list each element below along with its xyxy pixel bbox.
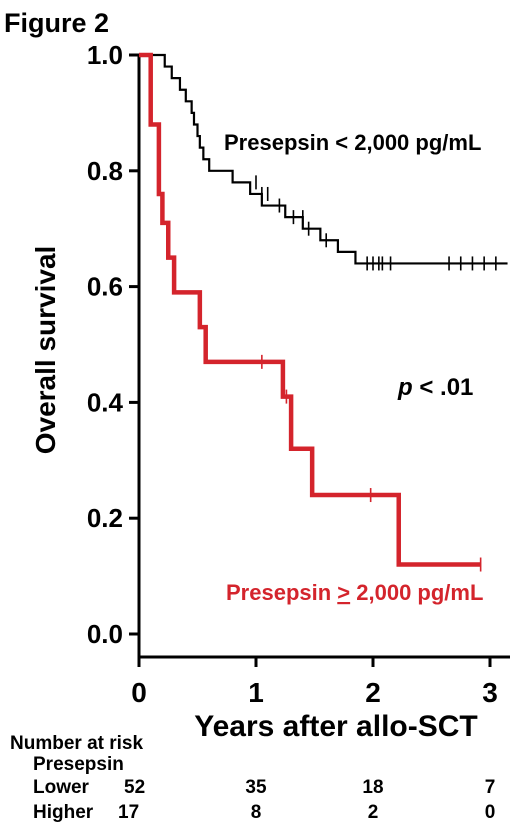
risk-cell: 35 — [245, 777, 267, 798]
y-axis-label: Overall survival — [30, 246, 61, 455]
y-axis-ticks: 0.0 0.2 0.4 0.6 0.8 1.0 — [87, 40, 139, 649]
y-tick-label: 0.0 — [87, 619, 123, 649]
risk-table-subtitle: Presepsin — [33, 754, 124, 775]
p-symbol: p — [397, 374, 413, 401]
y-tick-label: 0.8 — [87, 156, 123, 186]
x-tick-label: 3 — [482, 677, 498, 708]
legend-higher-prefix: Presepsin — [226, 580, 337, 605]
risk-table-rows: Lower 52 35 18 7 Higher 17 8 2 0 — [33, 777, 495, 823]
x-tick-label: 0 — [131, 677, 147, 708]
figure-label: Figure 2 — [4, 8, 109, 38]
y-tick-label: 1.0 — [87, 40, 123, 70]
legend-higher-sign: > — [337, 580, 350, 605]
risk-cell: 2 — [368, 802, 379, 823]
p-value-annotation: p < .01 — [397, 374, 473, 401]
y-tick-label: 0.2 — [87, 503, 123, 533]
survival-curve-higher — [139, 52, 481, 567]
x-axis-ticks: 0 1 2 3 — [131, 657, 498, 708]
y-tick-label: 0.4 — [87, 387, 124, 417]
series-group — [139, 52, 508, 572]
risk-row-label: Lower — [33, 777, 90, 798]
risk-cell: 7 — [485, 777, 496, 798]
p-value: < .01 — [413, 374, 474, 401]
legend-higher-suffix: 2,000 pg/mL — [350, 580, 483, 605]
y-tick-label: 0.6 — [87, 272, 123, 302]
survival-curve-lower — [139, 53, 508, 265]
risk-cell: 0 — [485, 802, 496, 823]
risk-table-title: Number at risk — [10, 733, 143, 754]
legend-label-higher: Presepsin > 2,000 pg/mL — [226, 580, 483, 605]
risk-cell: 52 — [124, 777, 145, 798]
x-tick-label: 2 — [365, 677, 381, 708]
legend-label-lower: Presepsin < 2,000 pg/mL — [224, 130, 481, 155]
x-tick-label: 1 — [248, 677, 264, 708]
risk-cell: 18 — [362, 777, 383, 798]
risk-row-label: Higher — [33, 802, 94, 823]
risk-cell: 8 — [251, 802, 262, 823]
risk-cell: 17 — [118, 802, 139, 823]
risk-table: Number at risk Presepsin Lower 52 35 18 7 Hig… — [10, 733, 495, 823]
x-axis-label: Years after allo-SCT — [194, 710, 477, 743]
